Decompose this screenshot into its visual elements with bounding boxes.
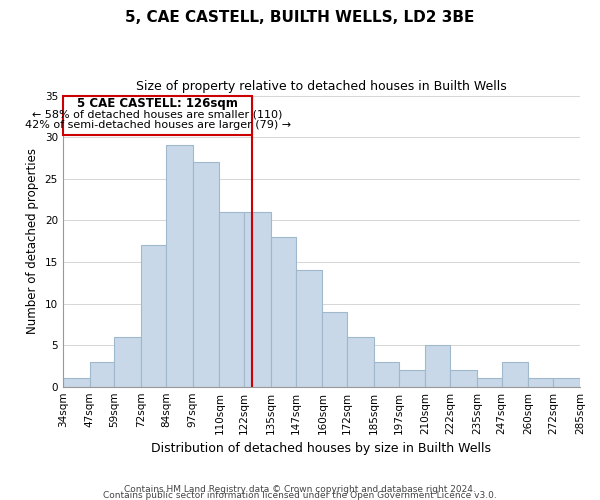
X-axis label: Distribution of detached houses by size in Builth Wells: Distribution of detached houses by size …	[151, 442, 491, 455]
Title: Size of property relative to detached houses in Builth Wells: Size of property relative to detached ho…	[136, 80, 507, 93]
Bar	[425, 345, 450, 387]
Bar	[296, 270, 322, 386]
Text: Contains public sector information licensed under the Open Government Licence v3: Contains public sector information licen…	[103, 490, 497, 500]
Text: Contains HM Land Registry data © Crown copyright and database right 2024.: Contains HM Land Registry data © Crown c…	[124, 484, 476, 494]
Bar	[374, 362, 398, 386]
Bar	[220, 212, 244, 386]
Bar	[193, 162, 220, 386]
Bar	[63, 378, 89, 386]
Bar	[322, 312, 347, 386]
Text: 5 CAE CASTELL: 126sqm: 5 CAE CASTELL: 126sqm	[77, 98, 238, 110]
Bar	[529, 378, 553, 386]
Text: 42% of semi-detached houses are larger (79) →: 42% of semi-detached houses are larger (…	[25, 120, 290, 130]
Bar	[502, 362, 529, 386]
Bar	[477, 378, 502, 386]
Bar	[553, 378, 580, 386]
FancyBboxPatch shape	[63, 96, 253, 136]
Bar	[271, 237, 296, 386]
Text: ← 58% of detached houses are smaller (110): ← 58% of detached houses are smaller (11…	[32, 110, 283, 120]
Text: 5, CAE CASTELL, BUILTH WELLS, LD2 3BE: 5, CAE CASTELL, BUILTH WELLS, LD2 3BE	[125, 10, 475, 25]
Bar	[89, 362, 115, 386]
Bar	[398, 370, 425, 386]
Bar	[141, 246, 166, 386]
Y-axis label: Number of detached properties: Number of detached properties	[26, 148, 39, 334]
Bar	[115, 337, 141, 386]
Bar	[347, 337, 374, 386]
Bar	[450, 370, 477, 386]
Bar	[244, 212, 271, 386]
Bar	[166, 146, 193, 386]
